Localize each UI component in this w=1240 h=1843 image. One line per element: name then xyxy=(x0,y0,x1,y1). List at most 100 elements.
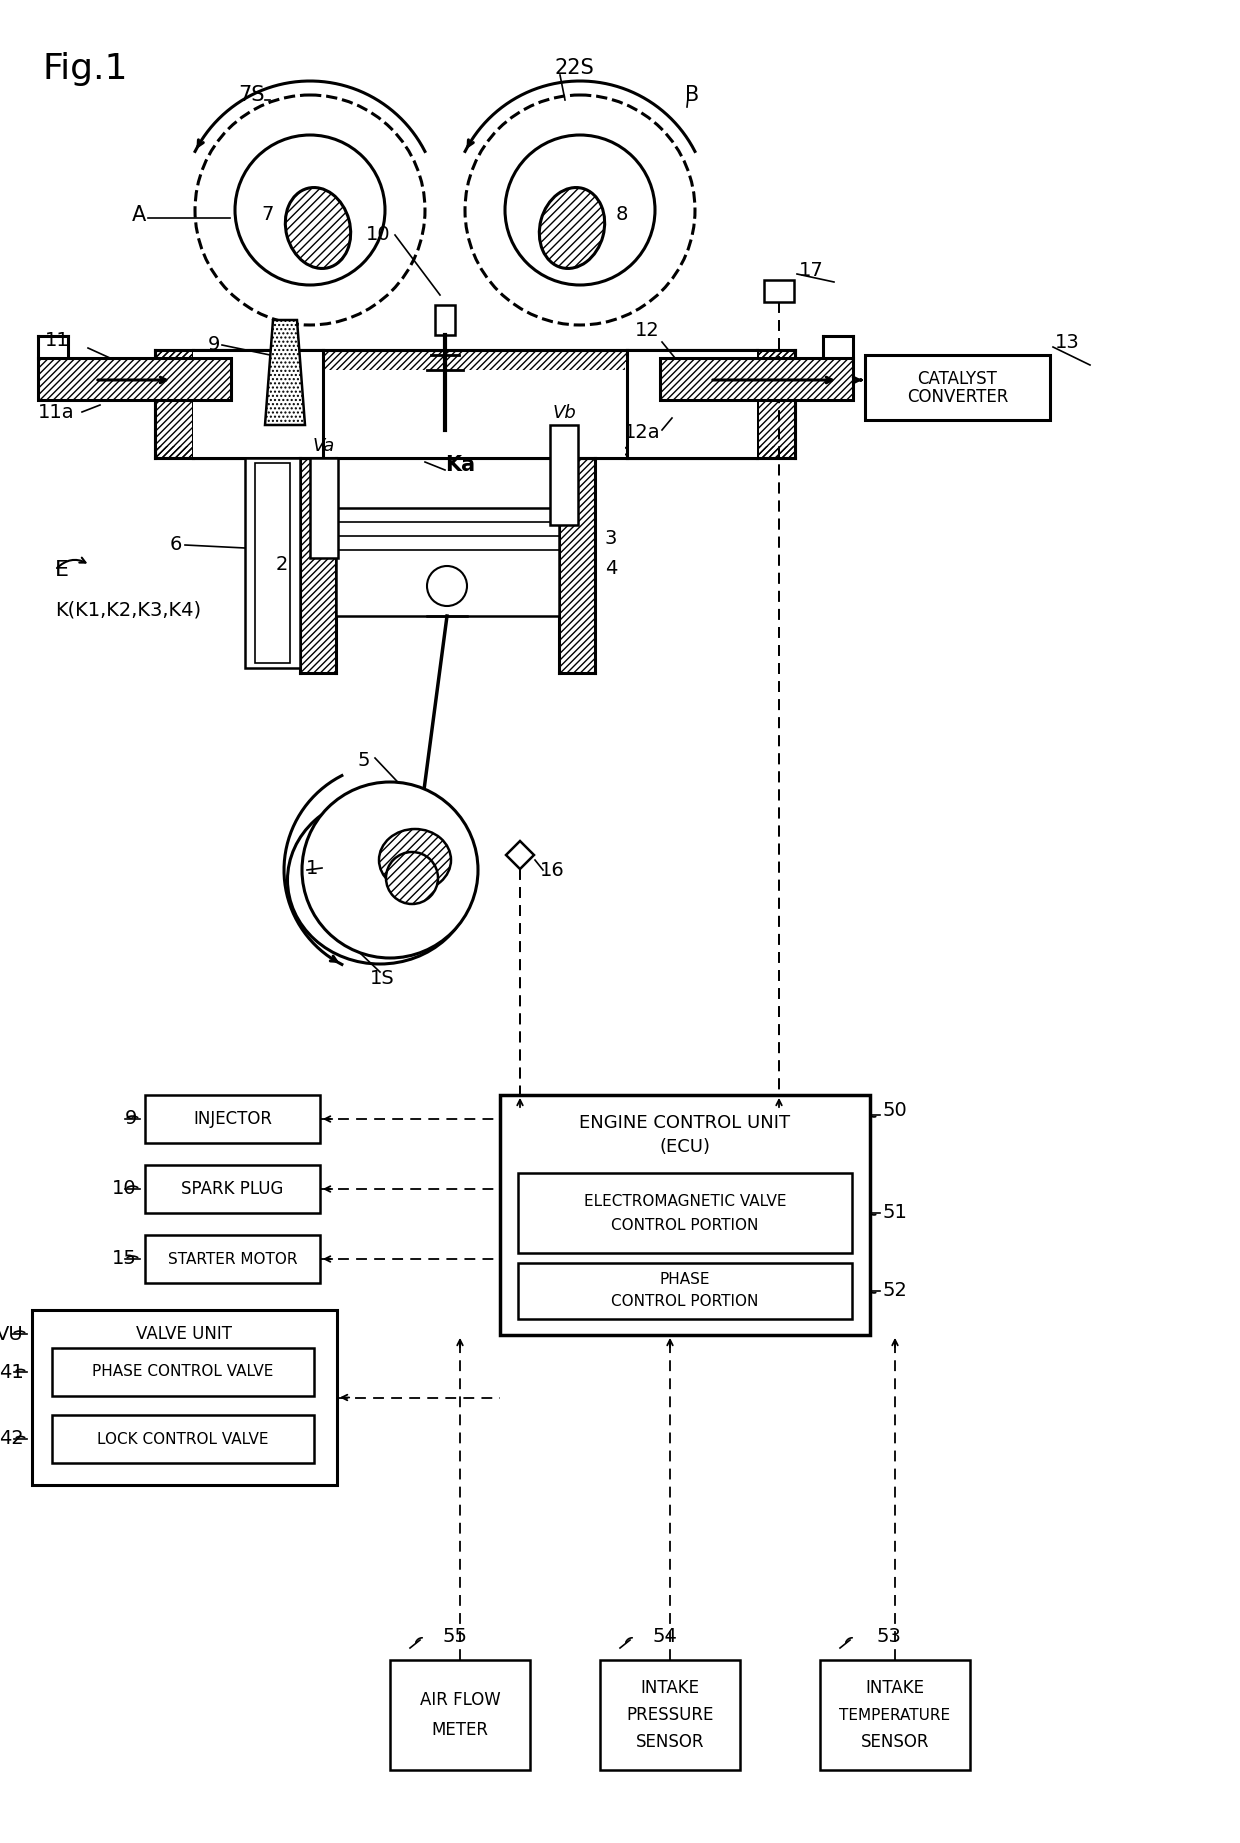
Bar xyxy=(145,1235,320,1283)
Text: 10: 10 xyxy=(113,1180,136,1198)
Text: B: B xyxy=(684,85,699,105)
Text: 55: 55 xyxy=(441,1627,467,1646)
Text: 52: 52 xyxy=(882,1281,906,1301)
Text: VU: VU xyxy=(0,1325,24,1344)
Bar xyxy=(559,459,595,673)
Text: E: E xyxy=(55,560,69,581)
Polygon shape xyxy=(506,840,534,870)
Bar xyxy=(336,509,559,616)
Text: 11a: 11a xyxy=(38,402,74,422)
Text: 9: 9 xyxy=(125,1109,136,1128)
Bar xyxy=(756,350,795,459)
Text: METER: METER xyxy=(432,1721,489,1740)
Bar xyxy=(246,459,300,667)
Bar xyxy=(38,358,231,400)
Bar xyxy=(155,350,795,459)
Bar xyxy=(551,426,578,525)
Text: 7S: 7S xyxy=(238,85,264,105)
Circle shape xyxy=(505,135,655,286)
Circle shape xyxy=(465,96,694,324)
Text: 2: 2 xyxy=(275,555,288,575)
Text: 15: 15 xyxy=(112,1250,136,1268)
Bar xyxy=(255,463,290,663)
Bar xyxy=(193,350,322,459)
Bar xyxy=(627,350,756,459)
Text: AIR FLOW: AIR FLOW xyxy=(419,1692,501,1708)
Bar xyxy=(866,356,1050,420)
Text: (ECU): (ECU) xyxy=(660,1137,711,1156)
Bar xyxy=(325,370,625,459)
Bar xyxy=(155,350,193,459)
Text: 12: 12 xyxy=(635,321,660,339)
Bar xyxy=(660,358,853,400)
Text: 17: 17 xyxy=(799,260,823,280)
Text: INTAKE: INTAKE xyxy=(866,1679,925,1697)
Text: 54: 54 xyxy=(652,1627,677,1646)
Text: PRESSURE: PRESSURE xyxy=(626,1707,714,1723)
Bar xyxy=(32,1310,337,1485)
Text: VALVE UNIT: VALVE UNIT xyxy=(136,1325,233,1344)
Bar xyxy=(391,1661,529,1769)
Text: Ka: Ka xyxy=(445,455,475,475)
Text: 5: 5 xyxy=(357,750,370,770)
Circle shape xyxy=(236,135,384,286)
Circle shape xyxy=(195,96,425,324)
Text: INJECTOR: INJECTOR xyxy=(193,1109,272,1128)
Text: CONVERTER: CONVERTER xyxy=(906,389,1008,407)
Text: 12a: 12a xyxy=(624,422,660,442)
Text: 6: 6 xyxy=(170,536,182,555)
Bar xyxy=(518,1172,852,1253)
Text: ENGINE CONTROL UNIT: ENGINE CONTROL UNIT xyxy=(579,1113,791,1132)
Text: Va: Va xyxy=(312,437,335,455)
Bar xyxy=(500,1095,870,1334)
Bar xyxy=(518,1262,852,1320)
Text: 22S: 22S xyxy=(556,57,595,77)
Bar xyxy=(660,358,853,400)
Bar xyxy=(310,459,339,558)
Text: 51: 51 xyxy=(882,1203,906,1222)
Text: 8: 8 xyxy=(616,206,629,225)
Text: LOCK CONTROL VALVE: LOCK CONTROL VALVE xyxy=(97,1432,269,1447)
Text: TEMPERATURE: TEMPERATURE xyxy=(839,1707,951,1723)
Text: SPARK PLUG: SPARK PLUG xyxy=(181,1180,284,1198)
Bar xyxy=(435,304,455,335)
Text: 3: 3 xyxy=(605,529,618,547)
Bar xyxy=(600,1661,740,1769)
Polygon shape xyxy=(265,321,305,426)
Ellipse shape xyxy=(539,188,605,269)
Text: CONTROL PORTION: CONTROL PORTION xyxy=(611,1294,759,1309)
Text: 9: 9 xyxy=(207,335,219,354)
Bar xyxy=(300,459,336,673)
Bar xyxy=(625,361,795,446)
Text: 41: 41 xyxy=(0,1362,24,1382)
Text: 11: 11 xyxy=(45,332,69,350)
Ellipse shape xyxy=(379,829,451,890)
Text: 1S: 1S xyxy=(370,969,394,988)
Text: Vb: Vb xyxy=(552,404,575,422)
Text: STARTER MOTOR: STARTER MOTOR xyxy=(167,1251,298,1266)
Text: PHASE CONTROL VALVE: PHASE CONTROL VALVE xyxy=(92,1364,274,1380)
Text: 16: 16 xyxy=(539,861,564,879)
Bar xyxy=(145,1095,320,1143)
Text: 4: 4 xyxy=(605,558,618,577)
Text: INTAKE: INTAKE xyxy=(641,1679,699,1697)
Text: K(K1,K2,K3,K4): K(K1,K2,K3,K4) xyxy=(55,601,201,619)
Text: CONTROL PORTION: CONTROL PORTION xyxy=(611,1218,759,1233)
Text: 7: 7 xyxy=(262,206,274,225)
Circle shape xyxy=(303,781,477,958)
Bar xyxy=(764,280,794,302)
Bar xyxy=(155,350,795,459)
Text: ELECTROMAGNETIC VALVE: ELECTROMAGNETIC VALVE xyxy=(584,1194,786,1209)
Ellipse shape xyxy=(285,188,351,269)
Text: A: A xyxy=(131,205,146,225)
Bar xyxy=(820,1661,970,1769)
Text: 42: 42 xyxy=(0,1430,24,1449)
Text: SENSOR: SENSOR xyxy=(861,1732,929,1751)
Bar xyxy=(52,1347,314,1395)
Text: 53: 53 xyxy=(877,1627,901,1646)
Bar xyxy=(155,361,325,446)
Ellipse shape xyxy=(288,796,472,964)
Text: 50: 50 xyxy=(882,1100,906,1119)
Text: Fig.1: Fig.1 xyxy=(42,52,128,87)
Text: PHASE: PHASE xyxy=(660,1272,711,1286)
